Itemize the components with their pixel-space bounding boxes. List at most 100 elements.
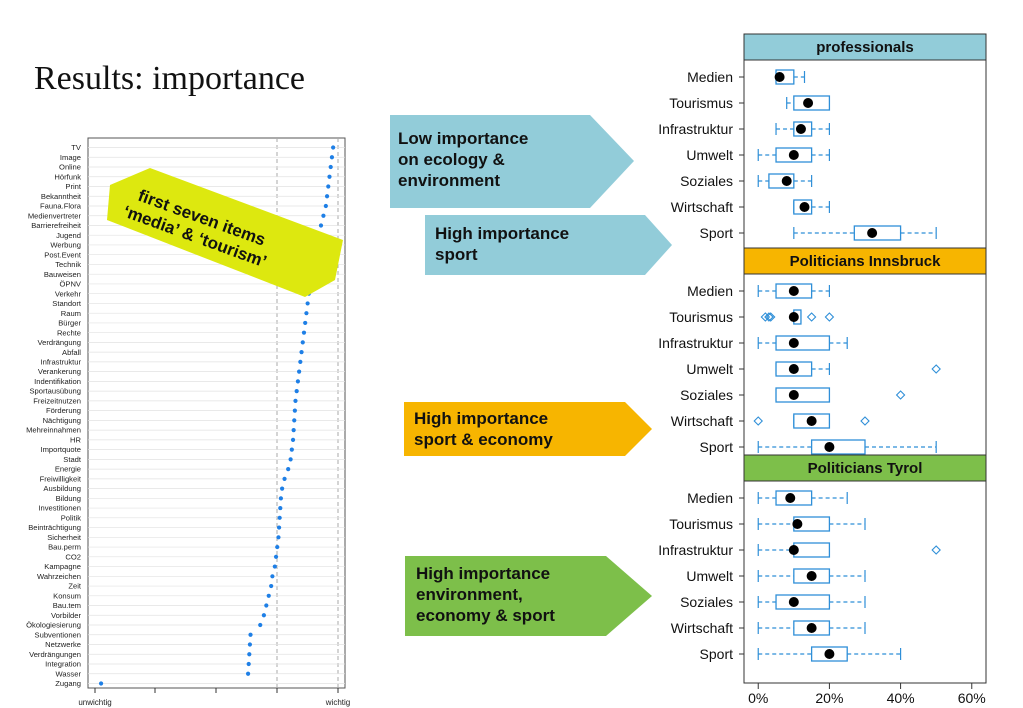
box-category-label: Sport bbox=[700, 646, 734, 662]
box-mean-dot bbox=[799, 202, 810, 212]
box-panel-strip bbox=[743, 454, 987, 482]
box-panel-strip bbox=[743, 33, 987, 61]
dot-plot-item-label: Konsum bbox=[53, 591, 81, 600]
dot-plot-item-label: Hörfunk bbox=[54, 172, 81, 181]
dot-plot-item-label: Integration bbox=[45, 660, 81, 669]
box-category-label: Infrastruktur bbox=[658, 335, 733, 351]
dot-plot-point bbox=[266, 593, 271, 598]
box-outlier bbox=[765, 312, 776, 322]
dot-plot-point bbox=[278, 505, 283, 511]
dot-plot-item-label: Bildung bbox=[56, 494, 81, 503]
dot-plot-item-label: Bauweisen bbox=[44, 270, 81, 279]
dot-plot-point bbox=[321, 213, 326, 218]
dot-plot-item-label: Netzwerke bbox=[45, 640, 81, 649]
box-mean-dot bbox=[788, 597, 799, 607]
dot-plot-point bbox=[276, 525, 282, 530]
box-outlier bbox=[860, 416, 870, 426]
box-mean-dot bbox=[788, 286, 799, 296]
box-mean-dot bbox=[785, 493, 796, 503]
box-mean-dot bbox=[824, 442, 835, 452]
dot-plot-point bbox=[301, 330, 307, 335]
dot-plot-item-label: Ökologiesierung bbox=[26, 621, 81, 630]
dot-plot-point bbox=[329, 155, 335, 160]
box-category-label: Soziales bbox=[680, 594, 733, 610]
dot-plot-point bbox=[276, 535, 281, 540]
dot-plot-item-label: Sportausübung bbox=[29, 387, 81, 396]
box-mean-dot bbox=[788, 312, 799, 322]
dot-plot-item-label: Freiwilligkeit bbox=[40, 474, 82, 483]
box-iqr bbox=[775, 594, 831, 610]
dot-plot-item-label: Bürger bbox=[58, 319, 81, 328]
dot-plot-point bbox=[300, 340, 305, 345]
dot-plot-item-label: Rechte bbox=[57, 328, 81, 337]
dot-plot-item-label: Mehreinnahmen bbox=[26, 426, 81, 435]
box-mean-dot bbox=[781, 176, 792, 186]
dot-plot-item-label: Indentifikation bbox=[34, 377, 81, 386]
dot-plot-item-label: Bau.perm bbox=[48, 543, 81, 552]
dot-plot-item-label: Verankerung bbox=[38, 367, 81, 376]
box-x-tick-label: 20% bbox=[815, 690, 843, 706]
dot-plot-point bbox=[293, 398, 298, 403]
dot-plot-item-label: Fauna.Flora bbox=[40, 202, 82, 211]
dot-plot-point bbox=[282, 476, 287, 481]
box-category-label: Soziales bbox=[680, 173, 733, 189]
box-mean-dot bbox=[788, 364, 799, 374]
dot-plot-point bbox=[294, 389, 299, 394]
dot-plot-item-label: Politik bbox=[61, 513, 81, 522]
box-mean-dot bbox=[803, 98, 814, 108]
box-plot: professionals Medien Tourismus Infrastruktu… bbox=[658, 33, 987, 706]
box-x-tick-label: 40% bbox=[887, 690, 915, 706]
dot-plot-x-label-low: unwichtig bbox=[78, 698, 111, 707]
box-category-label: Infrastruktur bbox=[658, 121, 733, 137]
dot-plot-item-label: Standort bbox=[52, 299, 82, 308]
box-outlier bbox=[753, 416, 764, 426]
box-mean-dot bbox=[788, 545, 799, 555]
box-x-tick-label: 0% bbox=[748, 690, 768, 706]
dot-plot-item-label: Medienvertreter bbox=[28, 211, 82, 220]
box-mean-dot bbox=[788, 390, 799, 400]
dot-plot-point bbox=[298, 359, 303, 364]
box-iqr bbox=[775, 335, 831, 351]
dot-plot-item-label: Werbung bbox=[50, 241, 81, 250]
dot-plot-point bbox=[323, 203, 328, 209]
dot-plot-item-label: Beinträchtigung bbox=[28, 523, 81, 532]
dot-plot-item-label: Freizeitnutzen bbox=[33, 396, 81, 405]
dot-plot-item-label: Subventionen bbox=[35, 630, 81, 639]
dot-plot-item-label: Verdrängungen bbox=[29, 650, 81, 659]
box-outlier bbox=[806, 312, 817, 322]
dot-plot-point bbox=[247, 652, 252, 657]
box-iqr bbox=[810, 439, 866, 455]
dot-plot-item-label: Jugend bbox=[56, 231, 81, 240]
box-category-label: Medien bbox=[687, 490, 733, 506]
dot-plot-point bbox=[318, 223, 324, 228]
dot-plot-point bbox=[275, 544, 280, 550]
dot-plot-point bbox=[299, 350, 304, 355]
dot-plot-item-label: Zeit bbox=[68, 582, 82, 591]
box-panel-title: Politicians Innsbruck bbox=[790, 253, 942, 270]
box-outlier bbox=[931, 545, 941, 555]
dot-plot-point bbox=[303, 320, 308, 326]
dot-plot-point bbox=[331, 145, 336, 150]
dot-plot-item-label: Barrierefreiheit bbox=[31, 221, 82, 230]
box-mean-dot bbox=[788, 150, 799, 160]
dot-plot-point bbox=[264, 603, 269, 608]
dot-plot-item-label: Förderung bbox=[46, 406, 81, 415]
dot-plot-point bbox=[269, 583, 274, 589]
box-category-label: Wirtschaft bbox=[671, 620, 733, 636]
dot-plot-point bbox=[328, 164, 333, 170]
dot-plot-item-label: Investitionen bbox=[38, 504, 81, 513]
dot-plot-point bbox=[289, 447, 294, 452]
dot-plot-point bbox=[280, 486, 285, 491]
box-mean-dot bbox=[806, 416, 817, 426]
box-mean-dot bbox=[792, 519, 803, 529]
box-category-label: Tourismus bbox=[669, 309, 733, 325]
box-category-label: Umwelt bbox=[686, 568, 733, 584]
box-category-label: Wirtschaft bbox=[671, 199, 733, 215]
box-category-label: Medien bbox=[687, 283, 733, 299]
box-mean-dot bbox=[867, 228, 878, 238]
dot-plot-point bbox=[270, 574, 275, 579]
box-panel-frame bbox=[743, 247, 987, 456]
callout-yellow-shape bbox=[107, 168, 343, 297]
dot-plot-point bbox=[261, 613, 266, 618]
